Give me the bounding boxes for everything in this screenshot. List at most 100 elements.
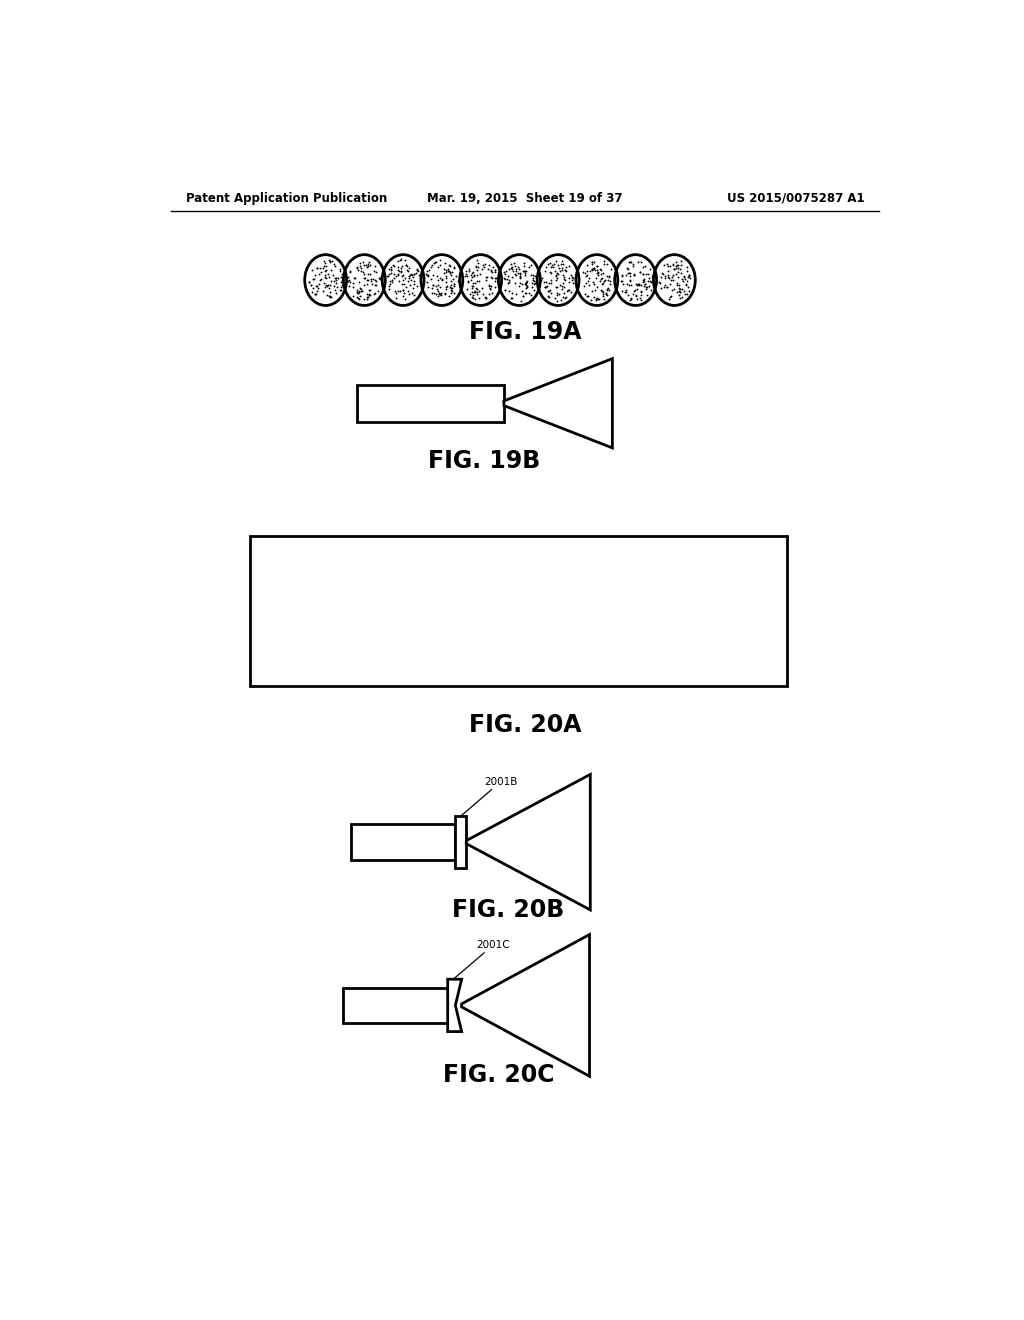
Point xyxy=(321,249,337,271)
Point xyxy=(498,263,514,284)
Point xyxy=(561,272,578,293)
Point xyxy=(445,257,462,279)
Point xyxy=(635,256,651,277)
Point xyxy=(334,269,350,290)
Point xyxy=(361,252,378,273)
Point xyxy=(484,257,501,279)
Point xyxy=(323,271,339,292)
Point xyxy=(565,268,582,289)
Point xyxy=(678,275,694,296)
Point xyxy=(322,285,338,306)
Point xyxy=(437,268,454,289)
Point xyxy=(504,257,520,279)
Point xyxy=(550,263,566,284)
Point xyxy=(409,259,425,280)
Polygon shape xyxy=(447,979,462,1032)
Point xyxy=(507,264,523,285)
Point xyxy=(679,256,695,277)
Point xyxy=(404,282,421,304)
Point xyxy=(386,264,402,285)
Point xyxy=(360,256,377,277)
Point xyxy=(532,269,549,290)
Point xyxy=(563,264,580,285)
Point xyxy=(680,281,696,302)
Point xyxy=(556,288,572,309)
Point xyxy=(310,273,327,294)
Point xyxy=(366,284,382,305)
Point xyxy=(496,268,512,289)
Point xyxy=(540,280,556,301)
Point xyxy=(425,275,441,296)
Point xyxy=(394,273,411,294)
Point xyxy=(577,263,593,284)
Point xyxy=(425,275,441,296)
Point xyxy=(653,263,670,284)
Point xyxy=(558,260,574,281)
Point xyxy=(432,249,449,271)
Point xyxy=(613,264,630,285)
Point xyxy=(512,272,528,293)
Point xyxy=(673,263,689,284)
Point xyxy=(503,253,519,275)
Point xyxy=(664,267,680,288)
Point xyxy=(641,276,657,297)
Point xyxy=(507,255,523,276)
Point xyxy=(497,280,513,301)
Point xyxy=(371,268,387,289)
Point xyxy=(430,256,446,277)
Point xyxy=(659,277,676,298)
Point xyxy=(482,279,499,300)
Point xyxy=(312,269,329,290)
Point xyxy=(481,282,498,304)
Point xyxy=(643,271,659,292)
Point xyxy=(659,255,676,276)
Point xyxy=(681,265,697,286)
Point xyxy=(473,279,489,300)
Point xyxy=(676,267,692,288)
Point xyxy=(524,273,541,294)
Point xyxy=(501,281,517,302)
Point xyxy=(633,280,649,301)
Point xyxy=(471,271,487,292)
Point xyxy=(522,255,539,276)
Point xyxy=(674,279,690,300)
Point xyxy=(632,261,648,282)
Point xyxy=(659,264,676,285)
Point xyxy=(520,282,537,304)
Point xyxy=(480,253,497,275)
Point xyxy=(674,269,690,290)
Point xyxy=(389,256,406,277)
Point xyxy=(680,267,696,288)
Point xyxy=(554,286,570,308)
Point xyxy=(512,265,528,286)
Point xyxy=(621,275,637,296)
Point xyxy=(321,267,337,288)
Point xyxy=(391,280,408,301)
Point xyxy=(503,257,519,279)
Point xyxy=(406,273,422,294)
Point xyxy=(464,282,480,304)
Point xyxy=(637,255,653,276)
Point xyxy=(308,276,325,297)
Point xyxy=(524,265,541,286)
Point xyxy=(462,269,478,290)
Point xyxy=(681,265,697,286)
Point xyxy=(319,263,336,284)
Point xyxy=(622,263,638,284)
Point xyxy=(516,260,532,281)
Point xyxy=(352,285,369,306)
Point xyxy=(460,271,476,292)
Point xyxy=(441,285,458,306)
Point xyxy=(504,267,520,288)
Point xyxy=(582,261,598,282)
Point xyxy=(304,260,321,281)
Point xyxy=(442,280,459,301)
Point xyxy=(408,263,424,284)
Point xyxy=(397,288,414,309)
Point xyxy=(594,268,610,289)
Point xyxy=(483,261,500,282)
Point xyxy=(516,255,532,276)
Point xyxy=(388,265,404,286)
Point xyxy=(580,271,596,292)
Point xyxy=(406,264,422,285)
